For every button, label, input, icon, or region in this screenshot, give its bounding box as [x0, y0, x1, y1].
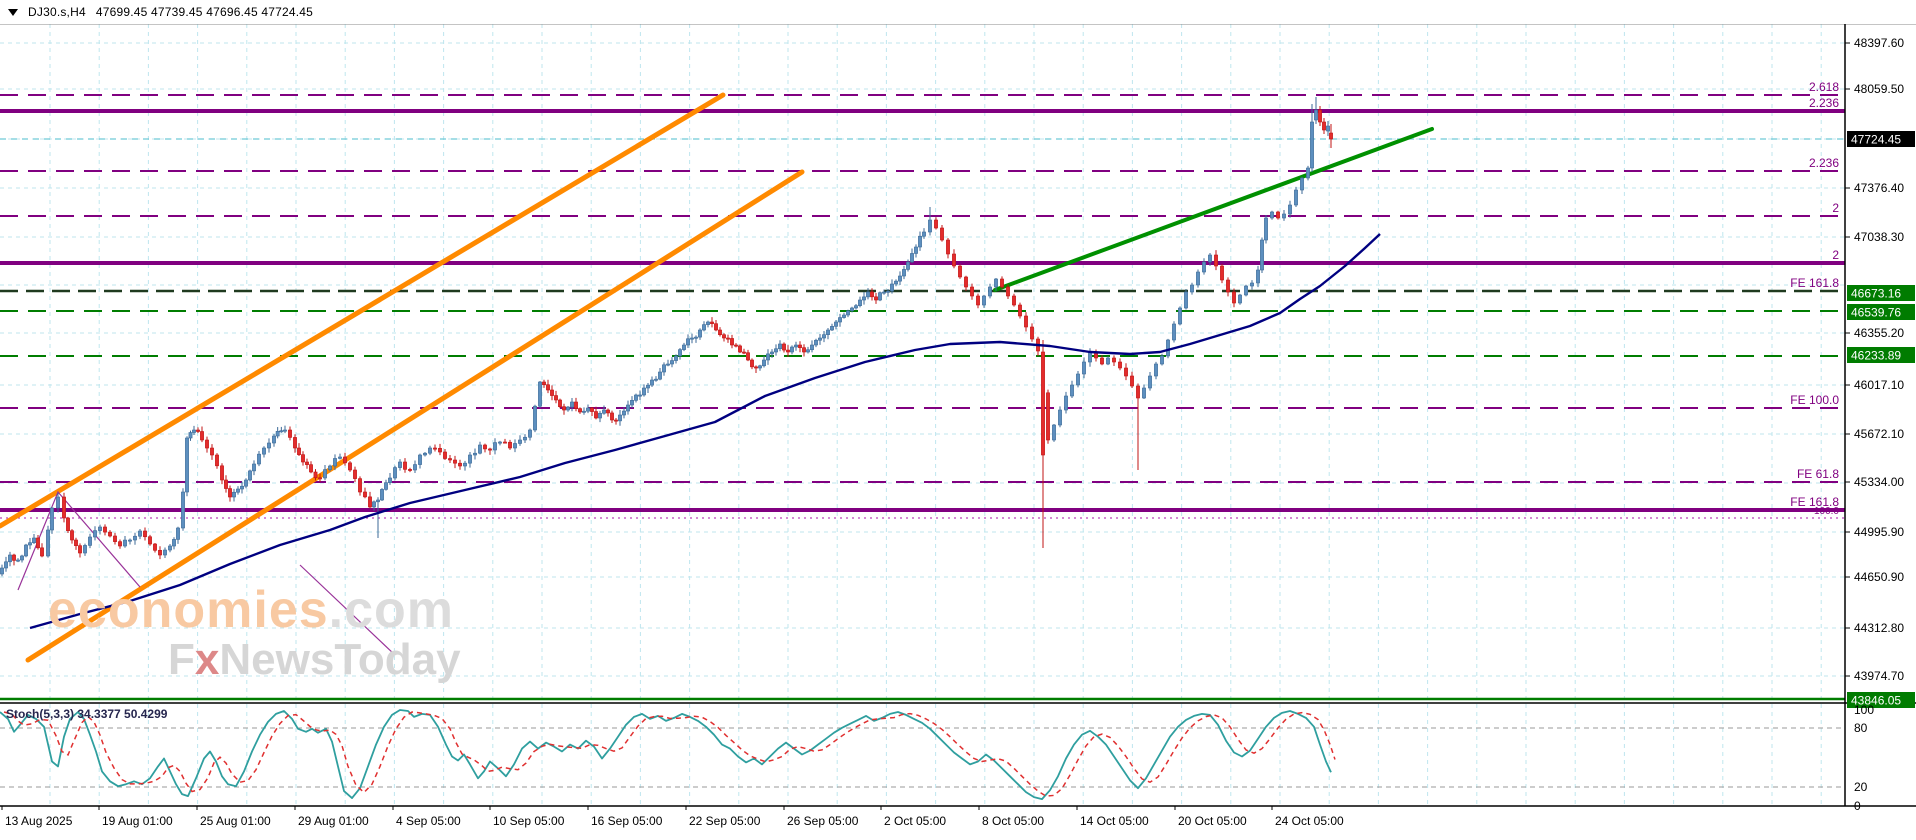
fib-level-label: 2.236	[1809, 156, 1839, 170]
candlesticks	[0, 97, 1333, 577]
symbol-dropdown-icon[interactable]	[8, 8, 18, 16]
trendlines	[0, 92, 1434, 663]
chart-borders	[0, 23, 1916, 807]
price-level-box	[1847, 347, 1915, 363]
price-level-box-label: 46673.16	[1851, 287, 1901, 301]
date-tick-label: 8 Oct 05:00	[982, 814, 1044, 828]
grid-lines	[0, 24, 1845, 806]
fib-level-label: FE 61.8	[1797, 467, 1839, 481]
stoch-scale-label: 80	[1854, 721, 1868, 735]
date-tick-label: 10 Sep 05:00	[493, 814, 565, 828]
price-tick-label: 43974.70	[1854, 669, 1904, 683]
date-tick-label: 25 Aug 01:00	[200, 814, 271, 828]
price-axis: 48397.60 48059.50 47376.40 47038.30 46355.20…	[1845, 36, 1915, 708]
price-level-box	[1847, 131, 1915, 147]
ma	[29, 233, 1381, 630]
fib-level-label: 2	[1832, 201, 1839, 215]
date-tick-label: 19 Aug 01:00	[102, 814, 173, 828]
fib-level-label: 2	[1832, 248, 1839, 262]
wedge-pattern-line[interactable]	[299, 564, 396, 656]
ohlc-values: 47699.45 47739.45 47696.45 47724.45	[95, 5, 314, 19]
price-tick-label: 45672.10	[1854, 427, 1904, 441]
price-level-box-label: 47724.45	[1851, 133, 1901, 147]
price-tick-label: 47376.40	[1854, 181, 1904, 195]
date-tick-label: 16 Sep 05:00	[591, 814, 663, 828]
price-tick-label: 46017.10	[1854, 378, 1904, 392]
price-level-box-label: 43846.05	[1851, 694, 1901, 708]
stochastic-panel: 100 80 20 0	[0, 703, 1874, 813]
price-tick-label: 45334.00	[1854, 475, 1904, 489]
date-tick-label: 4 Sep 05:00	[396, 814, 461, 828]
fib-level-label: 2.618	[1809, 80, 1839, 94]
time-axis: 13 Aug 2025 19 Aug 01:00 25 Aug 01:00 29 Au…	[1, 806, 1344, 828]
price-level-box	[1847, 692, 1915, 708]
price-level-box-label: 46233.89	[1851, 349, 1901, 363]
fib-level-label: FE 161.8	[1790, 495, 1839, 509]
chart-title-bar: DJ30.s,H4 47699.45 47739.45 47696.45 477…	[0, 0, 1916, 24]
wedge-pattern-line[interactable]	[17, 490, 141, 591]
date-tick-label: 13 Aug 2025	[5, 814, 73, 828]
date-tick-label: 22 Sep 05:00	[689, 814, 761, 828]
date-tick-label: 20 Oct 05:00	[1178, 814, 1247, 828]
moving-average-line[interactable]	[29, 233, 1381, 630]
date-tick-label: 2 Oct 05:00	[884, 814, 946, 828]
orange-channel-lower[interactable]	[25, 169, 805, 663]
price-level-box	[1847, 285, 1915, 301]
stochastic-signal-line[interactable]	[3, 711, 1336, 797]
fib-level-label: FE 100.0	[1790, 393, 1839, 407]
price-tick-label: 47038.30	[1854, 230, 1904, 244]
price-tick-label: 44312.80	[1854, 621, 1904, 635]
price-level-box-label: 46539.76	[1851, 306, 1901, 320]
date-tick-label: 24 Oct 05:00	[1275, 814, 1344, 828]
green-support[interactable]	[993, 127, 1434, 292]
stochastic-indicator-label: Stoch(5,3,3) 34.3377 50.4299	[6, 707, 168, 721]
fib-level-label: 2.236	[1809, 96, 1839, 110]
date-tick-label: 29 Aug 01:00	[298, 814, 369, 828]
symbol-period-label: DJ30.s,H4	[28, 5, 86, 19]
date-tick-label: 14 Oct 05:00	[1080, 814, 1149, 828]
fib-level-label: FE 161.8	[1790, 276, 1839, 290]
orange-channel-upper[interactable]	[0, 92, 726, 529]
price-level-box	[1847, 304, 1915, 320]
price-tick-label: 48397.60	[1854, 36, 1904, 50]
price-tick-label: 44995.90	[1854, 525, 1904, 539]
date-tick-label: 26 Sep 05:00	[787, 814, 859, 828]
fibonacci-levels: 2.618 2.236 2.236 2 2 FE 161.8 FE 100.0 FE 61.8…	[0, 80, 1845, 701]
stochastic-main-line[interactable]	[0, 709, 1332, 800]
price-tick-label: 48059.50	[1854, 82, 1904, 96]
stoch-scale-label: 20	[1854, 780, 1868, 794]
price-tick-label: 46355.20	[1854, 326, 1904, 340]
stoch-scale-label: 100	[1854, 703, 1874, 717]
stoch-scale-label: 0	[1854, 799, 1861, 813]
price-tick-label: 44650.90	[1854, 570, 1904, 584]
fib-level-label: 100.0	[1814, 506, 1839, 517]
